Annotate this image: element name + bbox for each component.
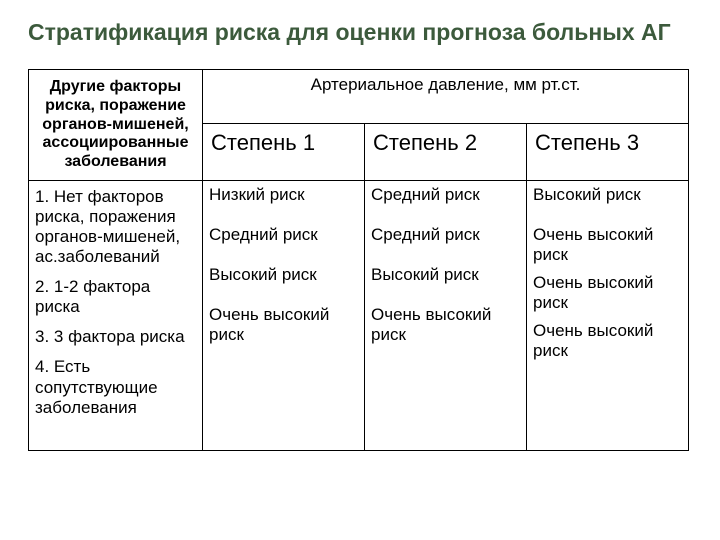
risk-value: Высокий риск [371,265,520,285]
degree-3-header: Степень 3 [527,123,689,180]
factors-cell: 1. Нет факторов риска, поражения органов… [29,181,203,450]
risk-value: Средний риск [209,225,358,245]
risk-cell-deg3: Высокий риск Очень высокий риск Очень вы… [527,181,689,450]
risk-value: Низкий риск [209,185,358,205]
degree-2-header: Степень 2 [365,123,527,180]
table-body-row: 1. Нет факторов риска, поражения органов… [29,181,689,450]
factor-item: 4. Есть сопутствующие заболевания [35,357,196,417]
risk-value: Очень высокий риск [371,305,520,345]
risk-value: Очень высокий риск [533,321,682,361]
factors-header: Другие факторы риска, поражение органов-… [29,69,203,180]
risk-value: Высокий риск [533,185,682,205]
risk-table: Другие факторы риска, поражение органов-… [28,69,689,451]
risk-value: Очень высокий риск [533,273,682,313]
degree-1-header: Степень 1 [203,123,365,180]
factor-item: 3. 3 фактора риска [35,327,196,347]
factor-item: 2. 1-2 фактора риска [35,277,196,317]
table-header-row-1: Другие факторы риска, поражение органов-… [29,69,689,123]
bp-header: Артериальное давление, мм рт.ст. [203,69,689,123]
risk-cell-deg1: Низкий риск Средний риск Высокий риск Оч… [203,181,365,450]
risk-value: Средний риск [371,225,520,245]
risk-value: Средний риск [371,185,520,205]
risk-value: Очень высокий риск [209,305,358,345]
risk-cell-deg2: Средний риск Средний риск Высокий риск О… [365,181,527,450]
page-title: Стратификация риска для оценки прогноза … [28,18,692,47]
risk-value: Высокий риск [209,265,358,285]
risk-value: Очень высокий риск [533,225,682,265]
factor-item: 1. Нет факторов риска, поражения органов… [35,187,196,267]
